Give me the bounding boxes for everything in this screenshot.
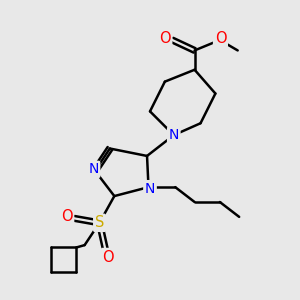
Text: N: N	[169, 128, 179, 142]
Text: O: O	[103, 250, 114, 265]
Text: O: O	[159, 31, 171, 46]
Text: N: N	[145, 182, 155, 196]
Text: O: O	[61, 209, 73, 224]
Text: S: S	[95, 215, 104, 230]
Text: N: N	[88, 162, 99, 176]
Text: O: O	[214, 31, 226, 46]
